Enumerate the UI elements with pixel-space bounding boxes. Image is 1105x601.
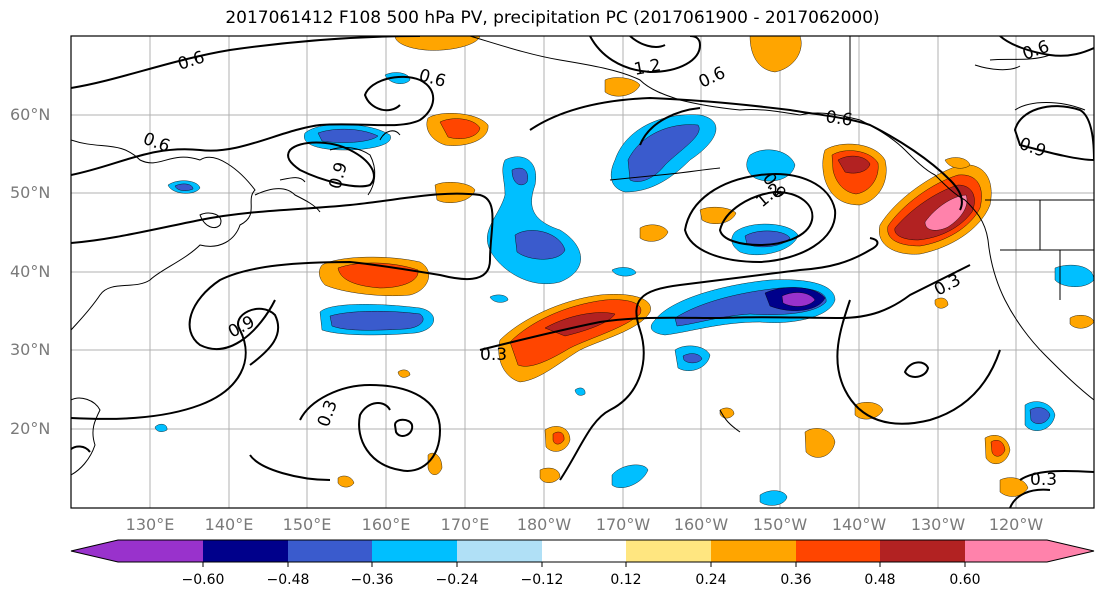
pv-label: 1.2 bbox=[632, 56, 662, 80]
colorbar-tick-label: 0.12 bbox=[610, 572, 642, 588]
lon-label: 120°W bbox=[988, 515, 1044, 534]
map-frame bbox=[70, 35, 1095, 509]
pv-contours bbox=[71, 36, 1094, 508]
colorbar-left-extend bbox=[71, 540, 118, 562]
colorbar-segment bbox=[711, 540, 796, 562]
colorbar bbox=[70, 539, 1095, 567]
lon-label: 130°E bbox=[125, 515, 175, 534]
lon-label: 140°E bbox=[204, 515, 254, 534]
precip-pos-top-center bbox=[394, 36, 481, 51]
lat-label-60n: 60°N bbox=[10, 105, 51, 124]
lon-label: 150°E bbox=[282, 515, 332, 534]
colorbar-segment bbox=[796, 540, 880, 562]
lon-label: 150°W bbox=[752, 515, 808, 534]
colorbar-right-extend bbox=[1047, 540, 1094, 562]
map-title: 2017061412 F108 500 hPa PV, precipitatio… bbox=[225, 8, 880, 28]
lon-label: 140°W bbox=[831, 515, 887, 534]
colorbar-segment bbox=[203, 540, 288, 562]
colorbar-tick-label: 0.36 bbox=[780, 572, 812, 588]
precip-neg-gulf bbox=[746, 149, 796, 182]
lon-label: 130°W bbox=[910, 515, 966, 534]
pv-label: 0.6 bbox=[824, 107, 854, 131]
colorbar-tick-label: 0.48 bbox=[864, 572, 896, 588]
colorbar-tick-label: 0.24 bbox=[695, 572, 727, 588]
lat-label-50n: 50°N bbox=[10, 183, 51, 202]
colorbar-tick-label: −0.24 bbox=[435, 572, 479, 588]
map-area: 0.6 0.6 0.6 0.6 0.6 0.6 0.9 0.9 0.9 0.9 … bbox=[71, 36, 1094, 508]
colorbar-segment bbox=[457, 540, 542, 562]
pv-label: 0.3 bbox=[1030, 470, 1057, 490]
lat-label-30n: 30°N bbox=[10, 340, 51, 359]
colorbar-segment bbox=[965, 540, 1047, 562]
lon-label: 160°E bbox=[361, 515, 411, 534]
lon-label: 180°W bbox=[516, 515, 572, 534]
lat-label-20n: 20°N bbox=[10, 419, 51, 438]
pv-label: 0.3 bbox=[480, 345, 507, 365]
colorbar-tick-label: −0.60 bbox=[181, 572, 225, 588]
colorbar-segment bbox=[542, 540, 626, 562]
colorbar-tick-label: −0.36 bbox=[350, 572, 394, 588]
colorbar-segment bbox=[288, 540, 372, 562]
colorbar-segment bbox=[372, 540, 457, 562]
lon-label: 170°E bbox=[440, 515, 490, 534]
lon-label: 170°W bbox=[595, 515, 651, 534]
colorbar-segment bbox=[880, 540, 965, 562]
colorbar-segment bbox=[118, 540, 203, 562]
colorbar-segment bbox=[626, 540, 711, 562]
colorbar-tick-label: −0.48 bbox=[266, 572, 310, 588]
coastlines bbox=[71, 36, 1094, 476]
colorbar-tick-label: 0.60 bbox=[949, 572, 981, 588]
colorbar-tick-label: −0.12 bbox=[520, 572, 564, 588]
lon-label: 160°W bbox=[673, 515, 729, 534]
lat-label-40n: 40°N bbox=[10, 262, 51, 281]
